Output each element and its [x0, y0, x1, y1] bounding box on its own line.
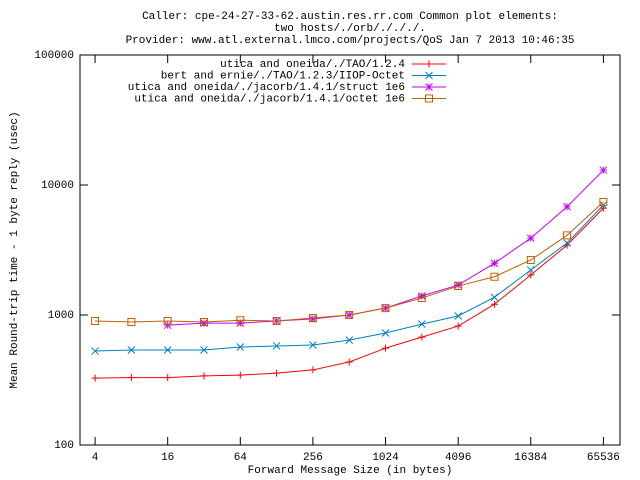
y-tick-label: 1000: [48, 310, 74, 322]
marker: [526, 234, 535, 243]
marker: [417, 320, 426, 328]
marker: [382, 344, 390, 352]
marker: [563, 231, 572, 240]
marker: [599, 198, 608, 206]
y-axis-label: Mean Round-trip time - 1 byte reply (use…: [9, 111, 21, 388]
marker: [425, 83, 433, 91]
marker: [526, 255, 535, 264]
marker: [91, 316, 100, 325]
marker: [381, 304, 390, 313]
marker: [91, 347, 99, 355]
marker: [345, 358, 353, 366]
marker: [200, 319, 208, 327]
x-tick-label: 65536: [587, 452, 620, 464]
marker: [454, 322, 462, 330]
legend-label: bert and ernie/./TAO/1.2.3/IIOP-Octet: [161, 70, 405, 82]
marker: [381, 329, 390, 337]
x-tick-label: 1024: [372, 452, 399, 464]
marker: [200, 346, 208, 354]
title-line: Caller: cpe-24-27-33-62.austin.res.rr.co…: [142, 11, 558, 23]
marker: [272, 342, 281, 350]
x-axis-label: Forward Message Size (in bytes): [248, 465, 453, 477]
marker: [490, 293, 499, 302]
title-line: two hosts/./orb/./././.: [274, 23, 426, 35]
marker: [527, 271, 535, 279]
legend-label: utica and oneida/./TAO/1.2.4: [220, 59, 405, 71]
marker: [236, 316, 245, 325]
marker: [345, 311, 354, 319]
marker: [200, 372, 208, 380]
marker: [425, 60, 433, 68]
marker: [563, 202, 571, 211]
legend-label: utica and oneida/./jacorb/1.4.1/octet 1e…: [134, 93, 405, 105]
marker: [236, 371, 244, 379]
marker: [308, 314, 317, 323]
x-tick-label: 256: [303, 452, 323, 464]
marker: [309, 341, 317, 349]
marker: [490, 259, 499, 268]
marker: [236, 343, 245, 351]
x-tick-label: 64: [234, 452, 248, 464]
marker: [164, 374, 172, 382]
marker: [199, 318, 208, 327]
legend-label: utica and oneida/./jacorb/1.4.1/struct 1…: [128, 82, 405, 94]
marker: [454, 282, 463, 291]
marker: [236, 319, 245, 327]
marker: [425, 71, 433, 80]
y-tick-label: 100000: [34, 50, 74, 62]
marker: [127, 318, 136, 327]
x-tick-label: 16: [161, 452, 174, 464]
marker: [309, 315, 317, 323]
marker: [418, 333, 426, 341]
marker: [273, 369, 281, 377]
marker: [417, 294, 426, 303]
plot-border: [79, 54, 621, 446]
marker: [163, 321, 172, 330]
y-tick-label: 100: [54, 440, 74, 452]
marker: [127, 346, 136, 354]
marker: [563, 239, 571, 247]
x-tick-label: 4: [92, 452, 99, 464]
marker: [490, 272, 499, 281]
x-tick-label: 4096: [445, 452, 471, 464]
title-line: Provider: www.atl.external.lmco.com/proj…: [126, 35, 575, 47]
marker: [127, 374, 135, 382]
marker: [163, 346, 172, 354]
marker: [425, 94, 433, 103]
series-line: [95, 201, 604, 323]
marker: [91, 374, 99, 382]
marker: [417, 292, 426, 300]
marker: [490, 300, 498, 308]
marker: [309, 366, 317, 374]
y-tick-label: 10000: [41, 180, 74, 192]
marker: [526, 266, 535, 274]
marker: [163, 316, 172, 325]
x-tick-label: 16384: [514, 452, 547, 464]
marker: [599, 166, 608, 175]
marker: [272, 316, 281, 325]
marker: [454, 312, 463, 320]
marker: [345, 336, 354, 344]
marker: [454, 281, 463, 289]
